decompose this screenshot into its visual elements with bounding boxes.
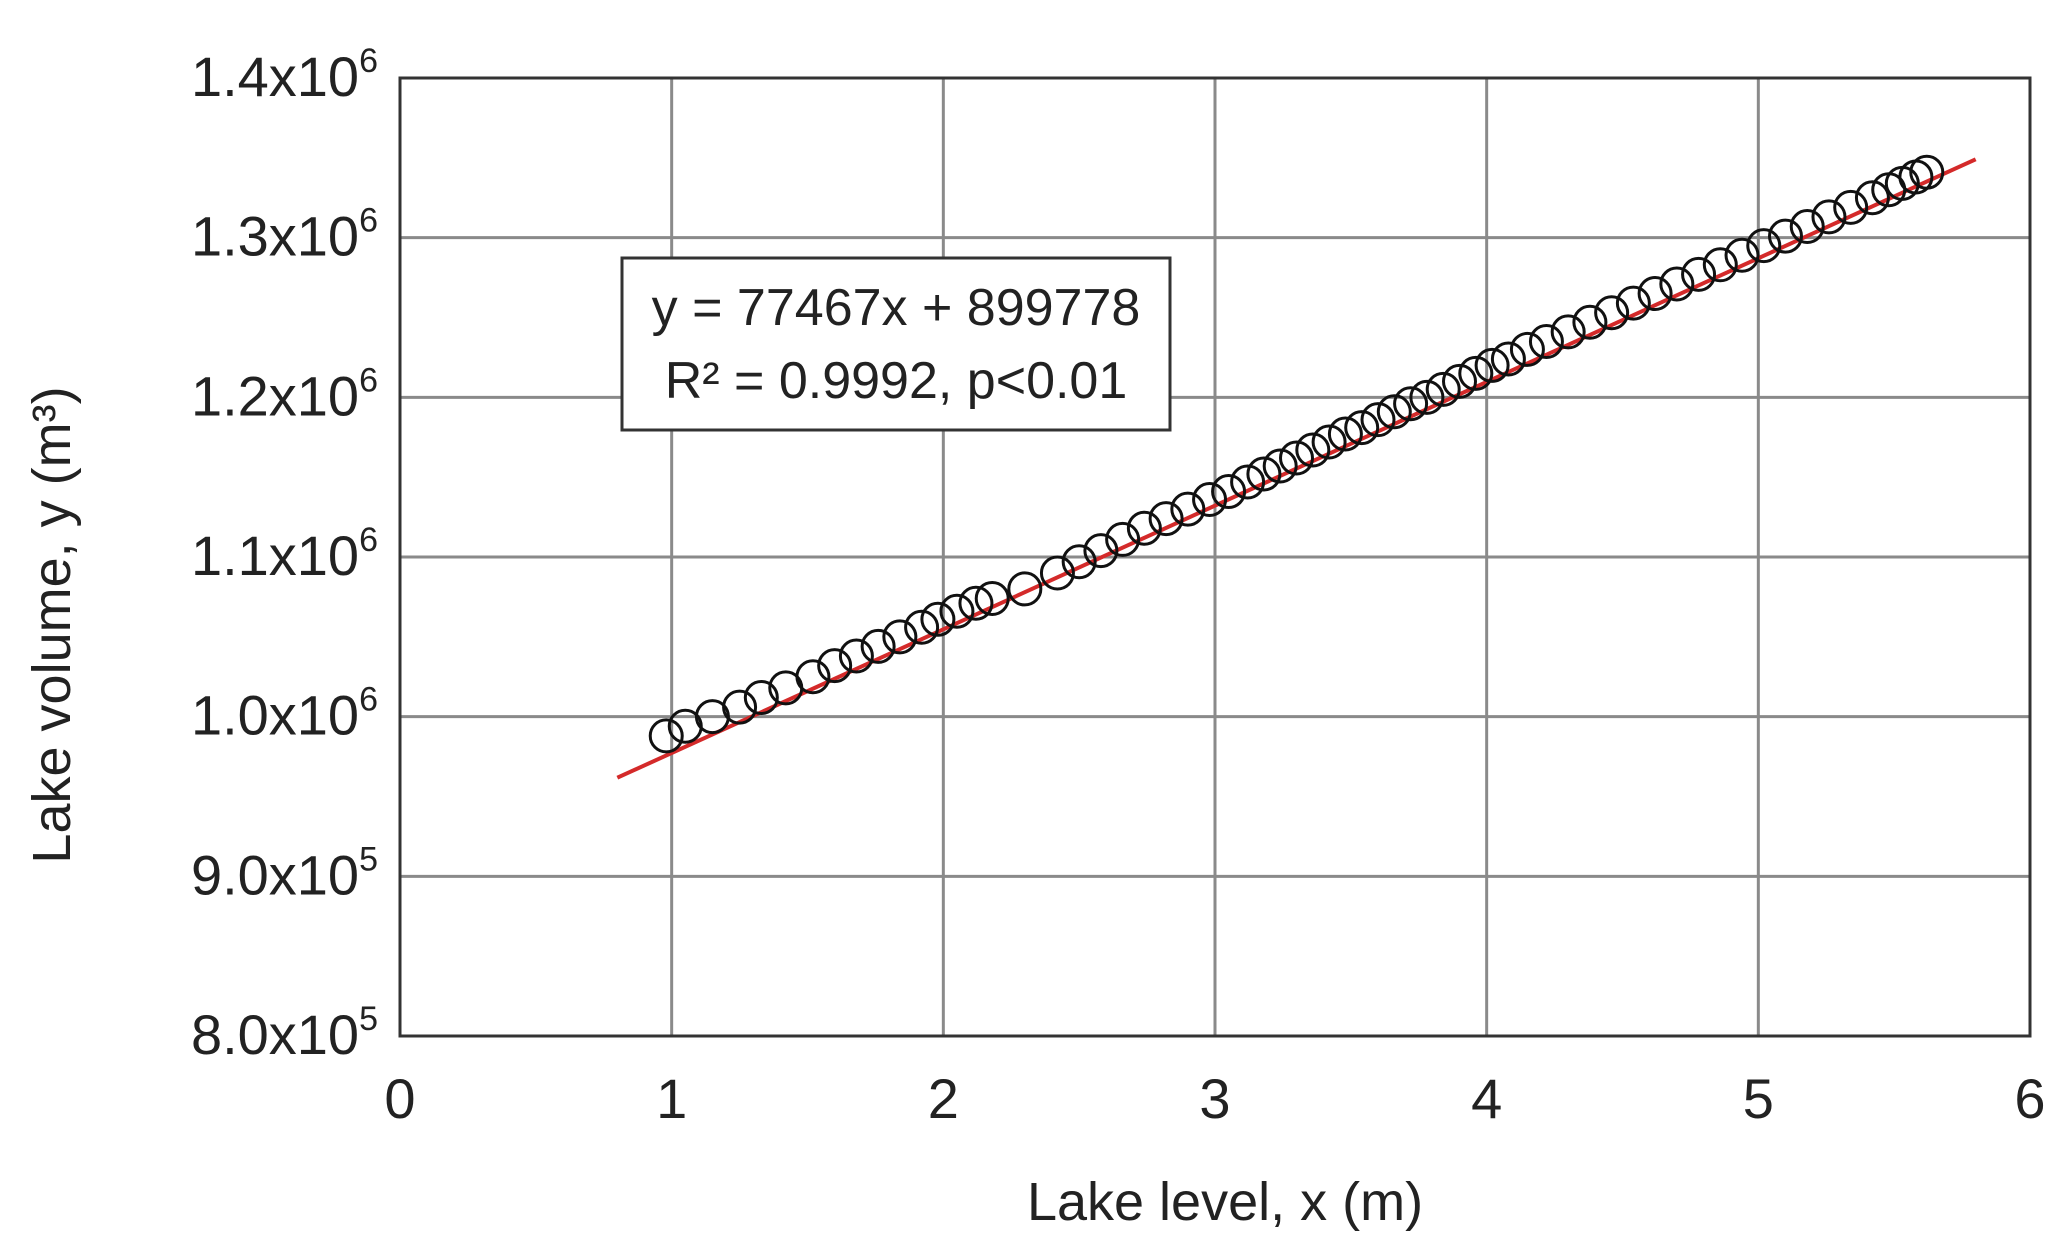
data-point (1509, 331, 1545, 367)
y-tick-exponent: 6 (359, 521, 378, 559)
data-point (1039, 555, 1075, 591)
data-point (1344, 410, 1380, 446)
data-point (1594, 295, 1630, 331)
data-point (939, 593, 975, 629)
data-point (1246, 456, 1282, 492)
data-point (1833, 189, 1869, 225)
data-point (974, 581, 1010, 617)
data-point (1170, 491, 1206, 527)
data-point (1327, 416, 1363, 452)
data-point (1211, 474, 1247, 510)
data-point (1409, 379, 1445, 415)
grid-layer (398, 76, 2032, 1038)
data-point (1681, 256, 1717, 292)
data-point (1702, 247, 1738, 283)
y-tick-exponent: 5 (359, 840, 378, 878)
data-point (920, 601, 956, 637)
data-point (1148, 501, 1184, 537)
data-point (817, 648, 853, 684)
data-point (1637, 276, 1673, 312)
data-point (1295, 432, 1331, 468)
x-tick-label: 2 (928, 1067, 959, 1130)
data-point (1105, 521, 1141, 557)
y-tick-mantissa: 1.4x10 (191, 45, 359, 108)
data-point (1311, 424, 1347, 460)
x-tick-label: 1 (656, 1067, 687, 1130)
equation-box: y = 77467x + 899778 R² = 0.9992, p<0.01 (620, 256, 1172, 432)
data-point (1192, 482, 1228, 518)
y-tick-label: 9.0x105 (191, 840, 378, 906)
y-tick-labels: 8.0x1059.0x1051.0x1061.1x1061.2x1061.3x1… (191, 42, 378, 1066)
y-tick-exponent: 6 (359, 202, 378, 240)
y-tick-exponent: 6 (359, 361, 378, 399)
y-tick-label: 1.0x106 (191, 681, 378, 747)
x-tick-labels: 0 1 2 3 4 5 6 (384, 1067, 2045, 1130)
y-axis-title: Lake volume, y (m³) (22, 386, 82, 863)
data-point (1442, 363, 1477, 399)
y-tick-mantissa: 1.0x10 (191, 684, 359, 747)
data-point (648, 718, 684, 754)
data-point (1083, 533, 1119, 569)
data-point (743, 680, 779, 716)
data-point (904, 609, 940, 645)
data-point (1811, 199, 1847, 235)
y-tick-mantissa: 9.0x10 (191, 843, 359, 906)
data-point (1909, 154, 1945, 190)
data-point (795, 659, 831, 695)
data-point (1425, 371, 1461, 407)
x-tick-label: 4 (1471, 1067, 1502, 1130)
plot-frame (398, 76, 2032, 1038)
y-tick-label: 1.3x106 (191, 202, 378, 268)
y-tick-label: 8.0x105 (191, 1000, 378, 1066)
y-tick-label: 1.2x106 (191, 361, 378, 427)
data-point (958, 585, 994, 621)
data-point (882, 619, 918, 655)
y-tick-mantissa: 1.2x10 (191, 364, 359, 427)
x-tick-label: 5 (1743, 1067, 1774, 1130)
y-tick-mantissa: 8.0x10 (191, 1003, 359, 1066)
x-tick-label: 0 (384, 1067, 415, 1130)
data-point (1360, 402, 1396, 438)
data-point (1061, 544, 1097, 580)
y-tick-label: 1.1x106 (191, 521, 378, 587)
equation-box-frame (620, 256, 1172, 432)
data-point (722, 689, 758, 725)
y-tick-label: 1.4x106 (191, 42, 378, 108)
y-tick-exponent: 6 (359, 42, 378, 80)
data-point (838, 638, 874, 674)
x-tick-label: 6 (2014, 1067, 2045, 1130)
x-tick-label: 3 (1199, 1067, 1230, 1130)
data-point (1528, 323, 1564, 359)
data-point (1854, 180, 1890, 216)
data-point (1615, 285, 1651, 321)
data-point (1279, 440, 1314, 476)
data-point (1126, 510, 1162, 546)
data-point (1007, 571, 1043, 607)
data-point (1768, 218, 1803, 254)
data-point (1393, 386, 1429, 422)
data-point (1474, 347, 1510, 383)
data-point (1490, 341, 1526, 377)
data-point (1262, 448, 1298, 484)
data-point (1572, 304, 1608, 340)
data-point (1458, 355, 1494, 391)
points-layer (648, 154, 1945, 754)
data-point (1376, 394, 1412, 430)
y-tick-mantissa: 1.1x10 (191, 524, 359, 587)
data-point (1724, 237, 1760, 273)
y-tick-exponent: 6 (359, 681, 378, 719)
y-tick-exponent: 5 (359, 1000, 378, 1038)
data-point (1746, 228, 1782, 264)
r-squared-text: R² = 0.9992, p<0.01 (665, 352, 1128, 410)
equation-text: y = 77467x + 899778 (652, 279, 1141, 337)
data-point (1230, 464, 1266, 500)
data-point (1550, 314, 1586, 350)
data-point (1789, 208, 1825, 244)
data-point (1659, 266, 1695, 302)
x-axis-title: Lake level, x (m) (1027, 1172, 1423, 1232)
y-tick-mantissa: 1.3x10 (191, 205, 359, 268)
data-point (860, 628, 896, 664)
